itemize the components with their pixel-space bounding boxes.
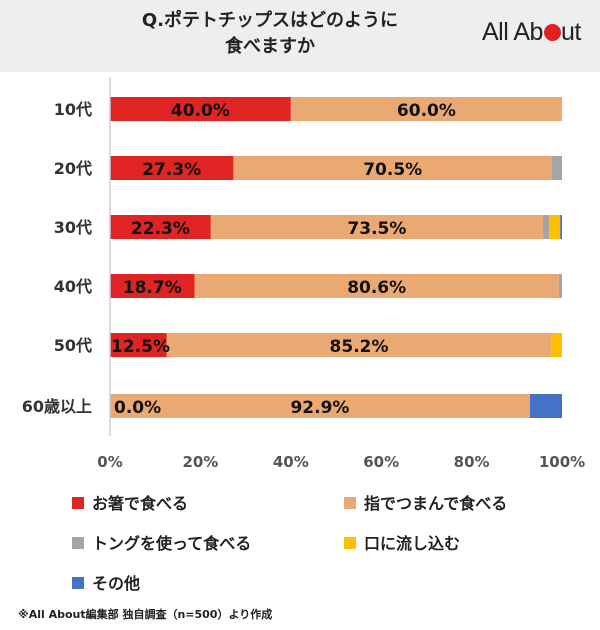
data-label: 27.3% [142, 160, 201, 180]
x-tick-label: 80% [454, 453, 490, 471]
bar-segment [560, 215, 562, 239]
legend-swatch [72, 537, 84, 549]
bar-segment [110, 97, 291, 121]
bar-segment [549, 215, 561, 239]
category-label: 10代 [54, 100, 92, 119]
category-label: 30代 [54, 218, 92, 237]
bar-segment [110, 394, 530, 418]
bar-segment [210, 215, 544, 239]
bar-segment [529, 394, 562, 418]
axis-layer: 10代 20代 30代 40代 50代 60歳以上 0% 20% 40% 60% 80% 100% [22, 78, 585, 471]
data-label: 92.9% [290, 398, 349, 418]
legend-label: 指でつまんで食べる [364, 494, 508, 513]
legend-swatch [72, 577, 84, 589]
data-label: 22.3% [131, 219, 190, 239]
category-label: 40代 [54, 277, 92, 296]
data-label: 70.5% [363, 160, 422, 180]
bar-segment [110, 274, 195, 298]
legend: お箸で食べる 指でつまんで食べるトングを使って食べる 口に流し込むその他 [0, 478, 600, 598]
data-label: 73.5% [347, 219, 406, 239]
data-label: 18.7% [123, 278, 182, 298]
bar-segment [166, 333, 552, 357]
legend-label: トングを使って食べる [92, 534, 252, 553]
header-bar: Q.ポテトチップスはどのように 食べますか All Ab ut [0, 0, 600, 72]
data-label: 0.0% [114, 398, 161, 418]
x-tick-label: 20% [182, 453, 218, 471]
logo-text-end: ut [560, 18, 581, 46]
category-label: 20代 [54, 159, 92, 178]
bars-layer [110, 97, 562, 418]
category-label: 60歳以上 [22, 397, 92, 416]
data-label: 40.0% [171, 101, 230, 121]
allabout-logo: All Ab ut [482, 18, 581, 47]
bar-segment [543, 215, 550, 239]
legend-item: 指でつまんで食べる [344, 490, 507, 514]
category-label: 50代 [54, 336, 92, 355]
legend-swatch [344, 497, 356, 509]
x-tick-label: 60% [363, 453, 399, 471]
stacked-bar-chart: 40.0% 60.0% 27.3% 70.5% 22.3% 73.5% 18.7% 80.6%… [22, 78, 585, 471]
chart-title: Q.ポテトチップスはどのように 食べますか [80, 8, 460, 60]
bar-segment [552, 156, 562, 180]
data-label: 85.2% [330, 337, 389, 357]
bar-segment [551, 333, 562, 357]
bar-segment [233, 156, 553, 180]
title-line-2: 食べますか [225, 36, 315, 57]
bar-segment [110, 333, 167, 357]
data-label: 60.0% [397, 101, 456, 121]
legend-item: お箸で食べる [72, 490, 188, 514]
legend-item: その他 [72, 570, 140, 594]
x-tick-label: 40% [273, 453, 309, 471]
logo-o-dot [543, 24, 561, 41]
data-label: 12.5% [111, 337, 170, 357]
legend-item: 口に流し込む [344, 530, 460, 554]
legend-item: トングを使って食べる [72, 530, 251, 554]
legend-swatch [344, 537, 356, 549]
x-tick-label: 0% [97, 453, 122, 471]
data-label: 80.6% [347, 278, 406, 298]
legend-label: その他 [92, 574, 141, 593]
bar-segment [194, 274, 559, 298]
x-tick-label: 100% [539, 453, 585, 471]
legend-label: お箸で食べる [92, 494, 189, 513]
source-note: ※All About編集部 独自調査（n=500）より作成 [18, 608, 273, 621]
bar-segment [290, 97, 562, 121]
legend-swatch [72, 497, 84, 509]
bar-segment [558, 274, 562, 298]
bar-segment [110, 215, 211, 239]
bar-segment [110, 156, 234, 180]
logo-text: All Ab [482, 18, 543, 46]
legend-label: 口に流し込む [364, 534, 461, 553]
title-line-1: Q.ポテトチップスはどのように [141, 10, 399, 31]
data-labels-layer: 40.0% 60.0% 27.3% 70.5% 22.3% 73.5% 18.7% 80.6%… [111, 101, 456, 418]
